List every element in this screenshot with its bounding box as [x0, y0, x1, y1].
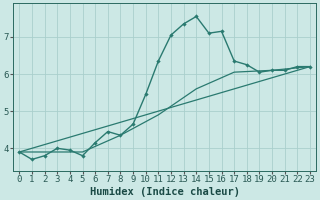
X-axis label: Humidex (Indice chaleur): Humidex (Indice chaleur): [90, 186, 240, 197]
